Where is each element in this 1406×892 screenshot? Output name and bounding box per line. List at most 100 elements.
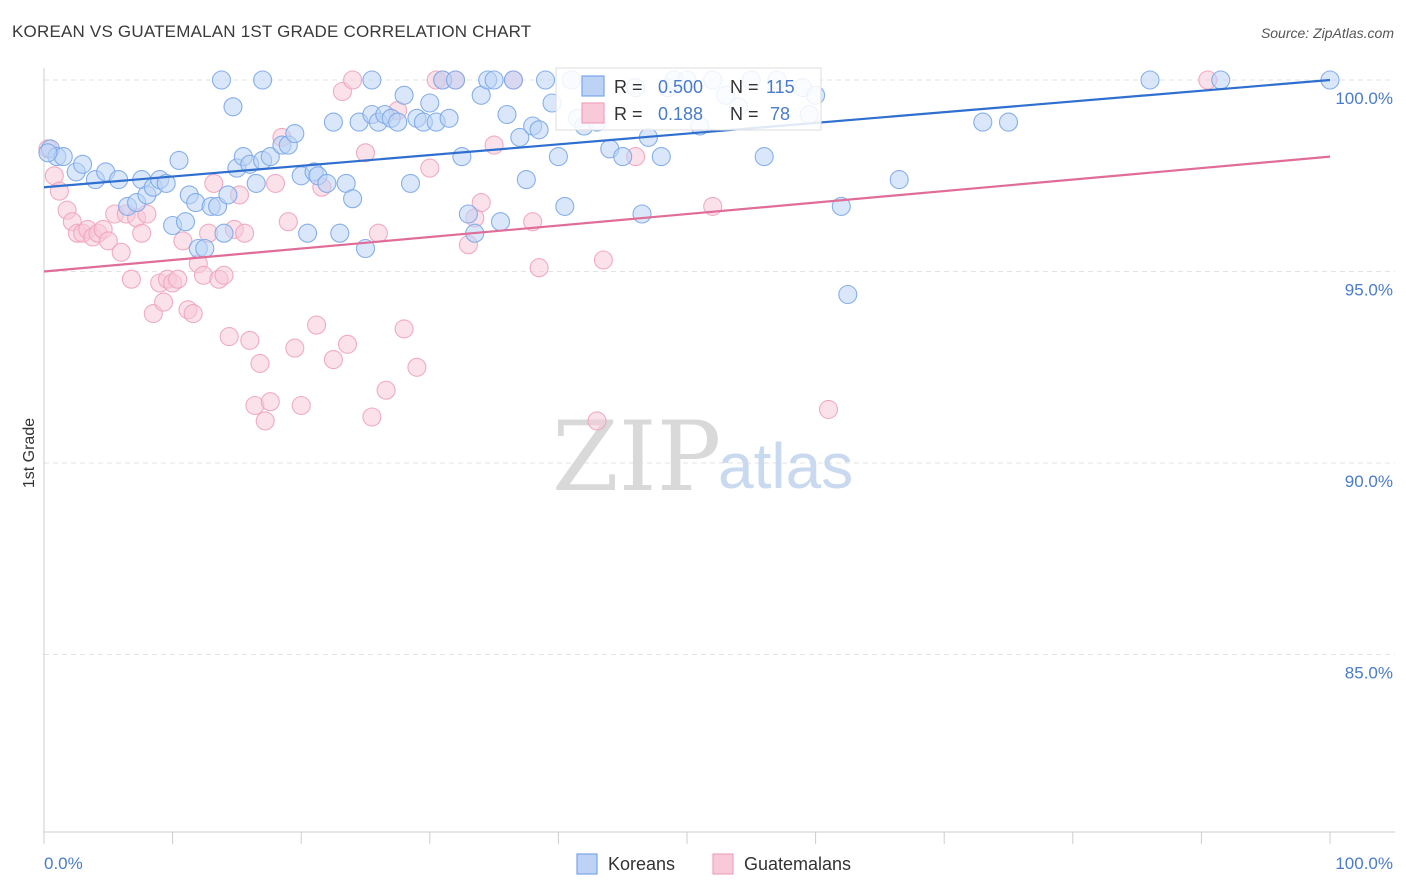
korean-point <box>156 173 176 193</box>
source-label: Source: ZipAtlas.com <box>1260 25 1394 41</box>
guatemalan-point <box>323 350 343 370</box>
legend-korean-label: Koreans <box>608 854 675 874</box>
x-tick-label-0: 0.0% <box>44 854 83 873</box>
guatemalan-point <box>407 357 427 377</box>
guatemalan-point <box>818 399 839 419</box>
korean-trend-line <box>43 78 1331 189</box>
guatemalan-n-value: 78 <box>770 104 790 124</box>
korean-point <box>1140 70 1160 90</box>
korean-point <box>555 196 575 216</box>
chart-title: KOREAN VS GUATEMALAN 1ST GRADE CORRELATI… <box>12 22 532 41</box>
legend-korean-swatch <box>576 853 598 875</box>
guatemalan-point <box>265 173 286 193</box>
guatemalan-point <box>362 407 382 427</box>
guatemalan-point <box>235 223 255 243</box>
guatemalan-point <box>132 223 152 243</box>
korean-point <box>452 147 472 167</box>
korean-point <box>394 85 414 105</box>
y-tick-label: 100.0% <box>1335 89 1393 108</box>
korean-r-label: R = <box>614 77 643 97</box>
korean-point <box>484 70 504 90</box>
guatemalan-point <box>291 395 311 416</box>
korean-point <box>253 70 273 90</box>
guatemalan-point <box>240 330 260 350</box>
korean-point <box>497 104 517 125</box>
korean-point <box>388 112 408 132</box>
guatemalan-point <box>376 380 396 400</box>
guatemalan-point <box>168 269 188 289</box>
guatemalan-point <box>278 212 298 232</box>
guatemalan-point <box>219 327 239 347</box>
korean-point <box>529 120 549 140</box>
guatemalan-point <box>214 265 234 285</box>
korean-point <box>490 212 511 232</box>
y-axis-title: 1st Grade <box>21 418 38 488</box>
korean-point <box>175 212 196 232</box>
korean-point <box>889 170 909 190</box>
korean-point <box>343 189 363 209</box>
y-tick-label: 90.0% <box>1345 472 1393 491</box>
korean-point <box>535 70 556 90</box>
guatemalan-point <box>285 338 305 358</box>
guatemalan-point <box>154 292 174 312</box>
korean-point <box>400 173 421 193</box>
korean-point <box>651 147 671 167</box>
guatemalan-point <box>355 143 376 163</box>
guatemalan-point <box>368 223 388 243</box>
legend-guatemalan-swatch <box>712 853 734 875</box>
korean-point <box>260 147 280 167</box>
guatemalan-point <box>183 304 203 324</box>
korean-point <box>211 70 232 90</box>
guatemalan-point <box>260 392 280 412</box>
korean-point <box>420 93 440 113</box>
guatemalan-point <box>307 315 327 335</box>
korean-point <box>73 154 93 174</box>
guatemalan-point <box>420 158 440 178</box>
korean-n-value: 115 <box>766 77 795 97</box>
guatemalan-point <box>173 231 193 251</box>
y-tick-label: 85.0% <box>1345 664 1393 683</box>
guatemalan-point <box>337 334 358 354</box>
korean-point <box>439 108 459 128</box>
guatemalan-r-label: R = <box>614 104 643 124</box>
korean-point <box>38 143 58 163</box>
guatemalan-point <box>484 135 504 155</box>
guatemalan-point <box>98 231 118 251</box>
guatemalan-swatch <box>581 102 605 124</box>
guatemalan-point <box>394 319 414 339</box>
guatemalan-trend-line <box>43 155 1331 273</box>
guatemalan-r-value: 0.188 <box>658 104 703 124</box>
guatemalan-point <box>204 173 224 193</box>
korean-point <box>317 173 337 193</box>
korean-r-value: 0.500 <box>658 77 703 97</box>
guatemalan-point <box>593 250 613 270</box>
korean-point <box>195 238 215 259</box>
korean-point <box>214 223 234 243</box>
watermark-atlas: atlas <box>718 430 853 502</box>
korean-point <box>323 112 343 132</box>
watermark-zip: ZIP <box>552 401 721 513</box>
korean-point <box>362 70 382 90</box>
guatemalan-point <box>471 193 491 213</box>
korean-point <box>838 284 858 305</box>
korean-point <box>548 147 568 167</box>
guatemalan-point <box>255 411 275 431</box>
stats-box: R = 0.500 N = 115 R = 0.188 N = 78 <box>555 67 822 131</box>
guatemalan-point <box>121 269 141 289</box>
guatemalan-point <box>343 70 363 90</box>
guatemalan-point <box>529 258 549 278</box>
axes <box>43 68 1395 844</box>
legend-guatemalan-label: Guatemalans <box>744 854 851 874</box>
korean-point <box>445 70 466 90</box>
y-tick-label: 95.0% <box>1345 281 1393 300</box>
korean-point <box>285 124 305 144</box>
korean-point <box>246 173 266 193</box>
korean-point <box>298 223 318 243</box>
trend-lines <box>43 78 1331 273</box>
korean-point <box>516 170 536 190</box>
guatemalan-point <box>111 242 131 262</box>
y-tick-labels: 85.0% 90.0% 95.0% 100.0% <box>1335 89 1393 683</box>
korean-point <box>613 147 633 167</box>
korean-point <box>458 204 478 224</box>
